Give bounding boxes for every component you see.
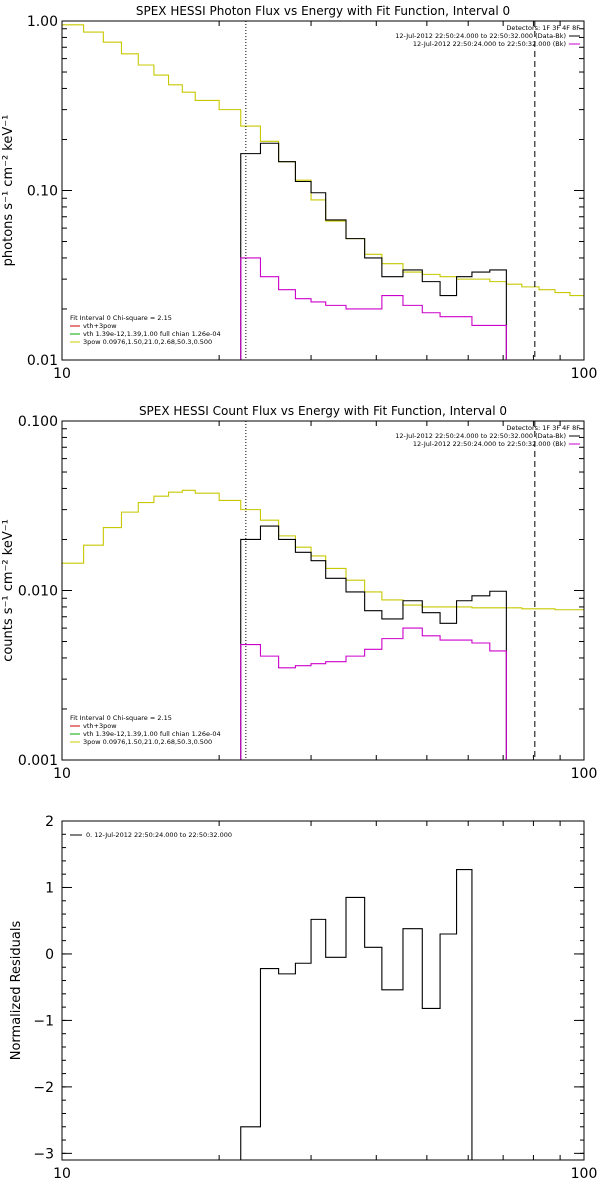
chart1-xtick-label: 10 xyxy=(53,366,71,382)
chart1-frame xyxy=(61,20,585,361)
chart2-xtick-label: 100 xyxy=(571,766,598,782)
chart3-frame xyxy=(61,820,585,1161)
chart2-fit-entry: 3pow 0.0976,1.50,21.0,2.68,50.3,0.500 xyxy=(83,738,212,746)
chart3-ytick-label: 0 xyxy=(45,947,54,963)
chart1-series-fit-vth-3pow xyxy=(62,24,584,297)
chart1-fit-header: Fit Interval 0 Chi-square = 2.15 xyxy=(70,314,172,322)
chart1-title: SPEX HESSI Photon Flux vs Energy with Fi… xyxy=(136,4,510,18)
chart3-ytick-label: −2 xyxy=(33,1080,54,1096)
chart2-title: SPEX HESSI Count Flux vs Energy with Fit… xyxy=(139,404,507,418)
chart1-ylabel: photons s⁻¹ cm⁻² keV⁻¹ xyxy=(1,115,16,267)
chart2-fit-entry: vth+3pow xyxy=(83,722,117,730)
chart2-legend-header: Detectors: 1F 3F 4F 8F xyxy=(506,424,580,432)
chart2-series-data-bk xyxy=(240,525,507,760)
chart1-ytick-label: 0.10 xyxy=(27,184,58,200)
chart1-xtick-label: 100 xyxy=(571,366,598,382)
chart1-ytick-label: 1.00 xyxy=(27,14,58,30)
chart3-ytick-label: −1 xyxy=(33,1013,54,1029)
chart2-fit-header: Fit Interval 0 Chi-square = 2.15 xyxy=(70,714,172,722)
chart2-frame xyxy=(61,420,585,761)
chart3-series-residuals xyxy=(240,868,473,1160)
chart3-ytick-label: −3 xyxy=(33,1146,54,1162)
chart3-legend-entry: 0. 12-Jul-2012 22:50:24.000 to 22:50:32.… xyxy=(86,831,232,839)
chart3-xtick-label: 10 xyxy=(53,1166,71,1182)
chart2-ytick-label: 0.100 xyxy=(18,414,58,430)
chart1-legend-header: Detectors: 1F 3F 4F 8F xyxy=(506,24,580,32)
chart1-legend-entry: 12-Jul-2012 22:50:24.000 to 22:50:32.000… xyxy=(395,32,566,40)
chart1-legend-entry: 12-Jul-2012 22:50:24.000 to 22:50:32.000… xyxy=(413,40,566,48)
chart2-ytick-label: 0.010 xyxy=(18,584,58,600)
chart2-series-fit-vth-3pow xyxy=(62,489,584,611)
chart2-legend-entry: 12-Jul-2012 22:50:24.000 to 22:50:32.000… xyxy=(413,440,566,448)
chart1-fit-entry: vth 1.39e-12,1.39,1.00 full chian 1.26e-… xyxy=(83,330,221,338)
chart2-fit-entry: vth 1.39e-12,1.39,1.00 full chian 1.26e-… xyxy=(83,730,221,738)
chart3-ytick-label: 2 xyxy=(45,814,54,830)
chart3-ytick-label: 1 xyxy=(45,880,54,896)
chart1-fit-entry: 3pow 0.0976,1.50,21.0,2.68,50.3,0.500 xyxy=(83,338,212,346)
chart2-xtick-label: 10 xyxy=(53,766,71,782)
chart2-ylabel: counts s⁻¹ cm⁻² keV⁻¹ xyxy=(1,519,16,662)
chart1-ytick-label: 0.01 xyxy=(27,353,58,369)
chart1-series-data-bk xyxy=(240,142,507,360)
chart3-ylabel: Normalized Residuals xyxy=(9,921,24,1061)
chart2-series-bk xyxy=(240,627,507,760)
chart1-series-bk xyxy=(240,257,507,360)
chart2-legend-entry: 12-Jul-2012 22:50:24.000 to 22:50:32.000… xyxy=(395,432,566,440)
chart3-xtick-label: 100 xyxy=(571,1166,598,1182)
chart2-ytick-label: 0.001 xyxy=(18,753,58,769)
chart1-fit-entry: vth+3pow xyxy=(83,322,117,330)
